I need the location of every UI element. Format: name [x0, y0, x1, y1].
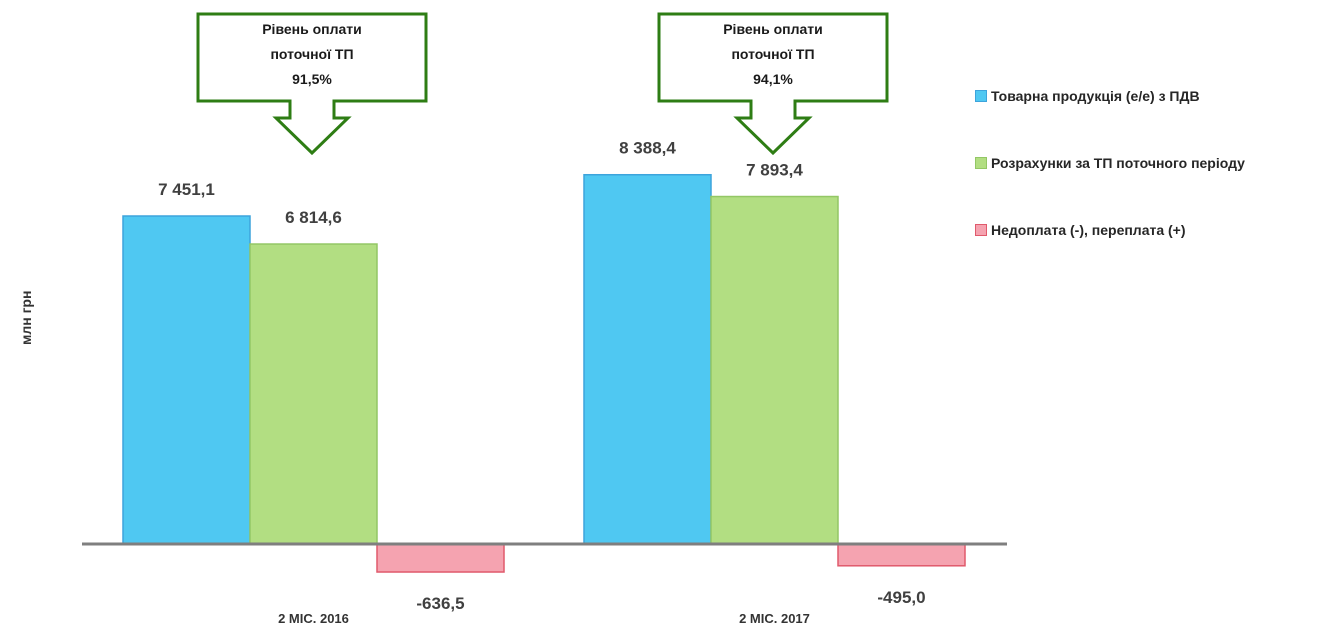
callouts-layer — [196, 12, 889, 156]
callout-line: поточної ТП — [731, 46, 815, 62]
callout-box — [657, 12, 889, 156]
legend-swatch — [975, 224, 987, 236]
data-label: 7 451,1 — [158, 180, 215, 199]
bars-layer — [122, 173, 966, 573]
legend-label: Товарна продукція (е/е) з ПДВ — [991, 88, 1200, 104]
data-label: -495,0 — [877, 588, 925, 607]
bar — [376, 543, 505, 573]
legend-item[interactable]: Товарна продукція (е/е) з ПДВ — [975, 86, 1245, 106]
legend-label: Розрахунки за ТП поточного періоду — [991, 155, 1245, 171]
legend: Товарна продукція (е/е) з ПДВ Розрахунки… — [975, 86, 1245, 287]
data-label: -636,5 — [416, 594, 464, 613]
legend-label: Недоплата (-), переплата (+) — [991, 222, 1186, 238]
data-label: 7 893,4 — [746, 161, 803, 180]
callout-line: поточної ТП — [270, 46, 354, 62]
callout-line: Рівень оплати — [262, 21, 362, 37]
x-tick-label: 2 МІС. 2017 — [739, 611, 810, 626]
bar — [837, 543, 966, 567]
legend-swatch — [975, 90, 987, 102]
x-tick-label: 2 МІС. 2016 — [278, 611, 349, 626]
bar — [710, 195, 839, 545]
callout-text: Рівень оплати поточної ТП 94,1% — [659, 17, 887, 92]
legend-swatch — [975, 157, 987, 169]
y-axis-label: млн грн — [18, 290, 34, 345]
data-label: 6 814,6 — [285, 208, 342, 227]
data-label: 8 388,4 — [619, 139, 676, 158]
bar — [583, 173, 712, 545]
legend-item[interactable]: Розрахунки за ТП поточного періоду — [975, 153, 1245, 173]
callout-text: Рівень оплати поточної ТП 91,5% — [198, 17, 426, 92]
legend-item[interactable]: Недоплата (-), переплата (+) — [975, 220, 1245, 240]
callout-box — [196, 12, 428, 156]
bar — [122, 215, 251, 545]
bar — [249, 243, 378, 545]
callout-value: 91,5% — [292, 71, 332, 87]
callout-line: Рівень оплати — [723, 21, 823, 37]
labels-layer: 7 451,1 6 814,6 -636,5 2 МІС. 2016 8 388,4 7 … — [158, 139, 925, 626]
callout-value: 94,1% — [753, 71, 793, 87]
